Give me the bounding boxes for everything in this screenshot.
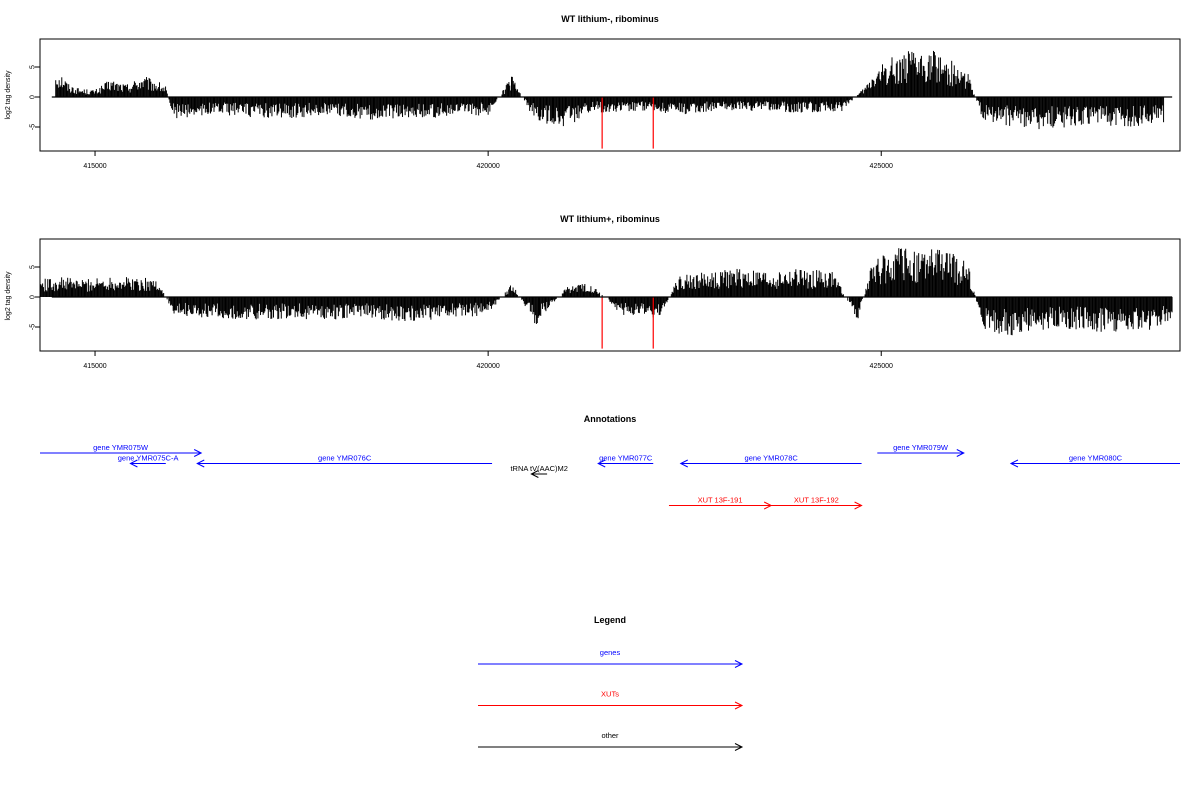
data-bars — [39, 248, 1173, 336]
feature-arrowhead — [196, 459, 205, 468]
x-tick-label: 425000 — [870, 163, 893, 170]
feature-arrowhead — [1009, 459, 1019, 468]
feature-label: gene YMR075W — [93, 443, 149, 452]
feature-label: gene YMR075C-A — [118, 454, 179, 463]
feature-label: tRNA tV(AAC)M2 — [510, 464, 568, 473]
feature-label: gene YMR080C — [1069, 454, 1123, 463]
feature-label: gene YMR077C — [599, 454, 653, 463]
legend-arrowhead — [734, 701, 744, 710]
y-axis-label: log2 tag density — [5, 70, 12, 120]
panel-title: WT lithium-, ribominus — [561, 14, 659, 24]
feature-arrowhead — [193, 449, 203, 457]
y-tick-label: 0 — [30, 95, 37, 99]
legend-items: genes XUTs other — [478, 648, 744, 751]
annotation-feature: gene YMR075C-A — [118, 454, 179, 468]
feature-label: gene YMR079W — [893, 443, 949, 452]
highlight-bars — [601, 97, 654, 149]
track-panel-lithium-minus: WT lithium-, ribominus 415000 420000 42500… — [5, 14, 1181, 170]
plot-frame — [39, 238, 1181, 352]
feature-label: XUT 13F-192 — [794, 496, 839, 505]
legend: Legend genes XUTs other — [478, 615, 744, 751]
x-tick-label: 415000 — [83, 163, 106, 170]
legend-item: other — [478, 731, 744, 751]
x-tick-label: 420000 — [476, 363, 499, 370]
annotations-title: Annotations — [584, 414, 637, 424]
annotation-feature: gene YMR076C — [196, 454, 493, 468]
annotation-feature: gene YMR078C — [679, 454, 862, 468]
legend-item: XUTs — [478, 690, 744, 710]
y-axis: -5 0 5 — [30, 65, 40, 130]
legend-label: genes — [600, 648, 621, 657]
y-axis-label: log2 tag density — [5, 271, 12, 321]
track-panel-lithium-plus: WT lithium+, ribominus 415000 420000 42500… — [5, 214, 1181, 370]
legend-item: genes — [478, 648, 744, 668]
y-tick-label: 5 — [30, 265, 37, 269]
plot-frame — [39, 38, 1181, 152]
legend-label: XUTs — [601, 690, 619, 699]
feature-label: gene YMR076C — [318, 454, 372, 463]
annotation-feature: gene YMR077C — [597, 454, 654, 468]
annotation-feature: gene YMR080C — [1009, 454, 1180, 468]
feature-arrowhead — [854, 501, 863, 510]
legend-arrowhead — [734, 660, 744, 668]
feature-arrowhead — [530, 470, 539, 478]
legend-title: Legend — [594, 615, 626, 625]
feature-arrowhead — [597, 459, 606, 468]
annotation-feature: XUT 13F-192 — [771, 496, 863, 510]
legend-arrowhead — [734, 743, 744, 751]
x-tick-label: 415000 — [83, 363, 106, 370]
y-tick-label: -5 — [30, 124, 37, 130]
x-axis: 415000 420000 425000 — [83, 151, 893, 170]
y-tick-label: -5 — [30, 324, 37, 330]
x-tick-label: 425000 — [870, 363, 893, 370]
legend-label: other — [601, 731, 619, 740]
annotation-feature: gene YMR079W — [877, 443, 965, 457]
y-tick-label: 0 — [30, 295, 37, 299]
x-axis: 415000 420000 425000 — [83, 351, 893, 370]
data-bars — [55, 50, 1165, 130]
x-tick-label: 420000 — [476, 163, 499, 170]
annotation-feature: gene YMR075W — [40, 443, 203, 457]
feature-arrowhead — [129, 459, 138, 468]
feature-arrowhead — [956, 449, 965, 457]
y-tick-label: 5 — [30, 65, 37, 69]
annotation-features: gene YMR075W gene YMR075C-A gene YMR076C ge… — [40, 443, 1180, 510]
feature-label: XUT 13F-191 — [698, 496, 743, 505]
annotation-feature: XUT 13F-191 — [668, 496, 773, 510]
feature-arrowhead — [679, 459, 688, 468]
feature-label: gene YMR078C — [745, 454, 799, 463]
annotation-feature: tRNA tV(AAC)M2 — [510, 464, 568, 478]
y-axis: -5 0 5 — [30, 265, 40, 330]
panel-title: WT lithium+, ribominus — [560, 214, 660, 224]
highlight-bars — [601, 297, 654, 349]
